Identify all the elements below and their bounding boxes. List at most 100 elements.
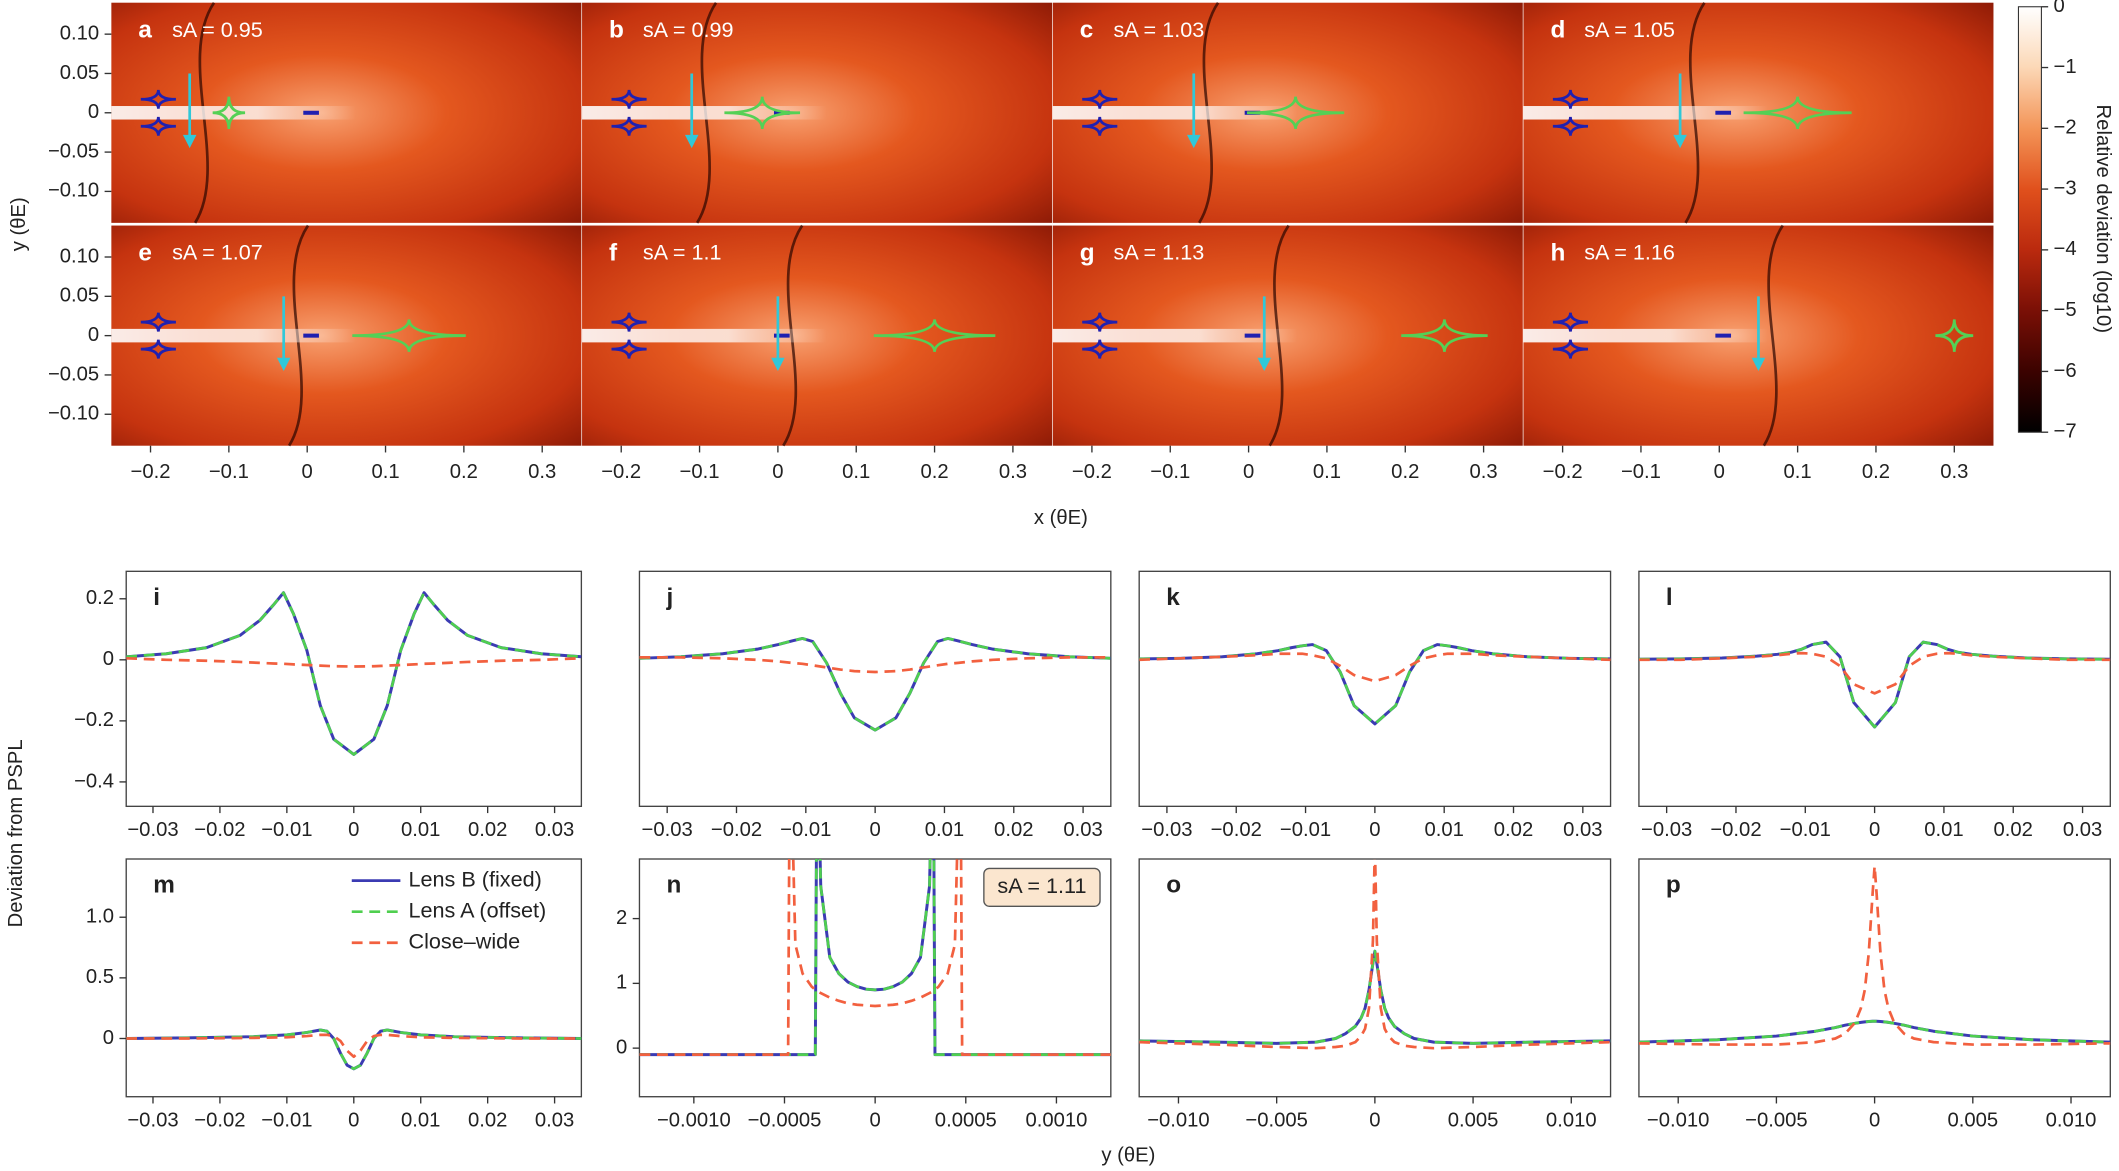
heatmap-panel: h sA = 1.16 — [1523, 224, 1994, 447]
x-tick-label: −0.2 — [601, 461, 641, 483]
x-tick-label: 0.2 — [920, 461, 948, 483]
x-tick-label: 0.02 — [1494, 819, 1533, 841]
caustic-a — [1935, 319, 1974, 352]
panel-letter: h — [1550, 239, 1565, 266]
y-tick-label: −0.4 — [74, 770, 114, 792]
panel-letter: o — [1166, 871, 1181, 898]
heatmap-panel: b sA = 0.99 — [582, 1, 1053, 224]
x-tick-label: 0.2 — [450, 461, 478, 483]
panel-letter: e — [138, 239, 152, 266]
plot-area — [1638, 864, 2111, 1046]
x-tick-label: −0.03 — [1141, 819, 1192, 841]
bright-streak — [582, 328, 827, 343]
panel-letter: c — [1080, 16, 1094, 43]
y-tick-label: 0 — [103, 648, 114, 670]
panel-letter: g — [1080, 239, 1095, 266]
annotation-box — [983, 867, 1101, 907]
x-tick-label: 0.3 — [528, 461, 556, 483]
x-tick-label: −0.01 — [780, 819, 831, 841]
series-line — [1638, 1019, 2111, 1044]
caustic-a — [873, 319, 996, 353]
map-x-label: x (θE) — [1034, 507, 1088, 529]
plot-area — [126, 591, 582, 756]
series-line — [639, 656, 1111, 674]
x-tick-label: −0.010 — [1147, 1109, 1210, 1131]
x-tick-label: 0.03 — [2063, 819, 2102, 841]
x-tick-label: −0.2 — [131, 461, 171, 483]
plot-area — [126, 1028, 582, 1071]
y-tick-label: 0 — [103, 1027, 114, 1049]
x-tick-label: 0 — [1369, 819, 1380, 841]
bright-streak — [1052, 328, 1298, 343]
colorbar-tick-label: −7 — [2054, 421, 2077, 443]
plot-area — [1139, 859, 1611, 1050]
colorbar — [2017, 6, 2042, 433]
plot-frame — [125, 858, 583, 1098]
plot-area — [1638, 640, 2111, 729]
panel-annotation: sA = 0.99 — [643, 17, 734, 42]
x-tick-label: 0.3 — [1940, 461, 1968, 483]
panel-letter: i — [153, 584, 160, 611]
heatmap-panel: a sA = 0.95 — [111, 1, 582, 224]
panel-annotation: sA = 1.11 — [997, 873, 1086, 898]
colorbar-tick-label: −6 — [2054, 360, 2077, 382]
caustic-a — [724, 96, 801, 130]
x-tick-label: 0.010 — [1546, 1109, 1597, 1131]
caustic-b — [140, 312, 176, 359]
x-tick-label: −0.01 — [1780, 819, 1831, 841]
x-tick-label: 0.005 — [1947, 1109, 1998, 1131]
source-arrow-head — [182, 134, 197, 149]
plot-frame — [638, 570, 1112, 808]
x-tick-label: 0.03 — [535, 1109, 574, 1131]
x-tick-label: 0.01 — [401, 819, 440, 841]
x-tick-label: −0.03 — [127, 1109, 178, 1131]
x-tick-label: −0.03 — [1641, 819, 1692, 841]
x-tick-label: −0.02 — [194, 819, 245, 841]
source-arrow-head — [1673, 134, 1687, 149]
panel-letter: n — [666, 871, 681, 898]
y-tick-label: 1.0 — [86, 906, 114, 928]
plot-frame — [125, 570, 583, 808]
plot-area — [1139, 643, 1611, 726]
caustic-a — [352, 319, 466, 353]
x-tick-label: 0 — [1369, 1109, 1380, 1131]
colorbar-tick-label: −3 — [2054, 177, 2077, 199]
colorbar-tick-label: −1 — [2054, 56, 2077, 78]
y-tick-label: 0.5 — [86, 966, 114, 988]
x-tick-label: −0.005 — [1745, 1109, 1808, 1131]
y-tick-label: 0.05 — [60, 62, 99, 84]
caustic-b — [1082, 312, 1118, 359]
source-arrow-head — [1751, 357, 1766, 372]
dark-contour — [1762, 224, 1784, 447]
panel-annotation: sA = 0.95 — [172, 17, 263, 42]
x-tick-label: 0.01 — [925, 819, 964, 841]
panel-letter: m — [153, 871, 175, 898]
y-tick-label: −0.2 — [74, 709, 114, 731]
x-tick-label: −0.02 — [194, 1109, 245, 1131]
x-tick-label: −0.0005 — [748, 1109, 822, 1131]
x-tick-label: 0.3 — [999, 461, 1027, 483]
panel-annotation: sA = 1.03 — [1114, 17, 1205, 42]
series-line — [639, 859, 1111, 1056]
caustic-b — [140, 89, 176, 136]
y-tick-label: 0 — [88, 324, 99, 346]
x-tick-label: 0 — [870, 1109, 881, 1131]
x-tick-label: 0.02 — [468, 819, 507, 841]
panel-annotation: sA = 1.05 — [1584, 17, 1675, 42]
heatmap-panel: g sA = 1.13 — [1052, 224, 1523, 447]
panel-letter: j — [665, 584, 673, 611]
source-arrow-head — [1257, 357, 1272, 372]
source-arrow-head — [1186, 134, 1201, 149]
plot-frame — [1638, 858, 2111, 1098]
legend-label: Close–wide — [408, 928, 520, 953]
series-line — [1139, 949, 1611, 1045]
caustic-a — [212, 96, 246, 130]
series-line — [639, 637, 1111, 732]
plot-frame — [1138, 858, 1612, 1098]
x-tick-label: 0.01 — [401, 1109, 440, 1131]
plot-area — [639, 859, 1111, 1057]
heatmap-panel: d sA = 1.05 — [1523, 1, 1994, 224]
x-tick-label: −0.005 — [1245, 1109, 1308, 1131]
